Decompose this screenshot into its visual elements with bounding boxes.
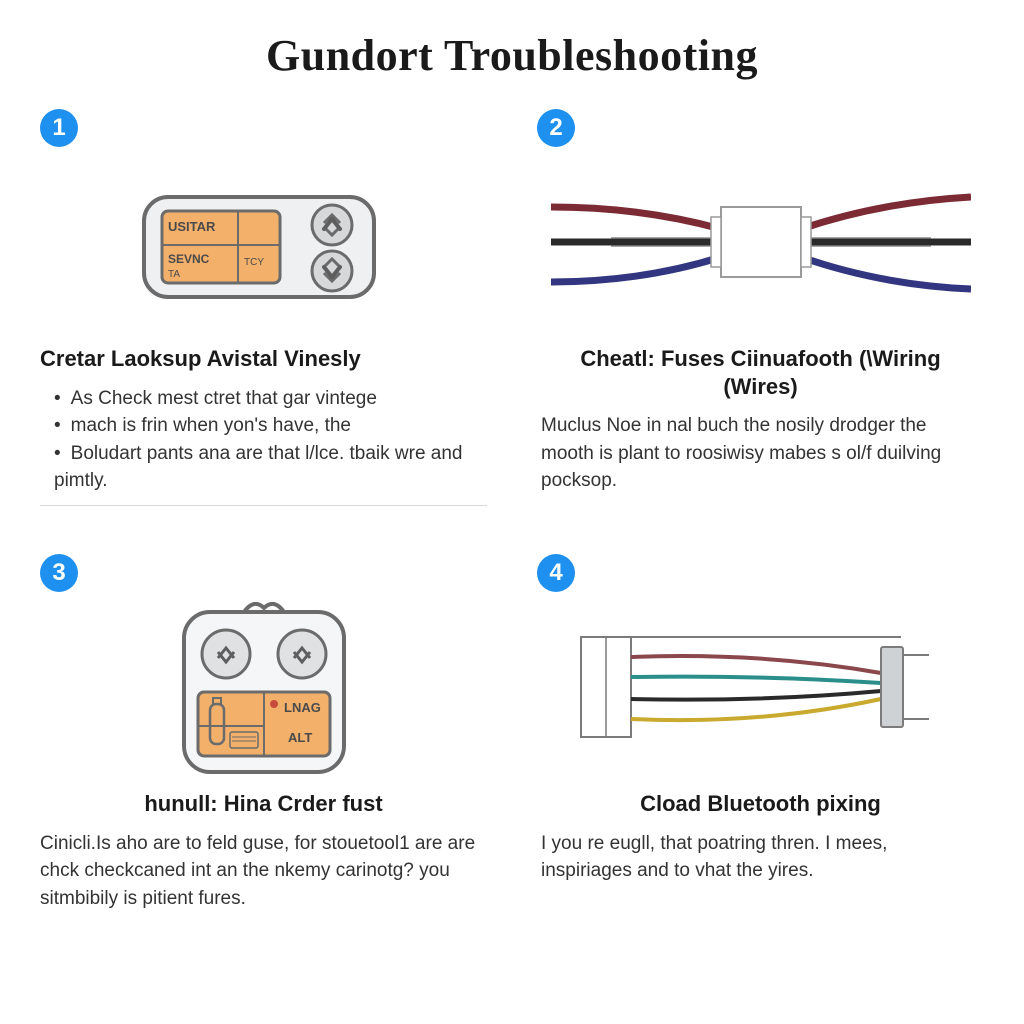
step-2-body: Muclus Noe in nal buch the nosily drodge… bbox=[537, 412, 984, 495]
step-badge-1: 1 bbox=[40, 109, 78, 147]
screen-label-1: USITAR bbox=[168, 219, 216, 234]
page-title: Gundort Troubleshooting bbox=[40, 30, 984, 81]
step-3-body: Cinicli.Is aho are to feld guse, for sto… bbox=[40, 830, 487, 913]
step-badge-3: 3 bbox=[40, 554, 78, 592]
step-1: 1 USITAR SEVNC TCY TA bbox=[40, 109, 487, 524]
step-1-body: As Check mest ctret that gar vintege mac… bbox=[40, 385, 487, 495]
steps-grid: 1 USITAR SEVNC TCY TA bbox=[40, 109, 984, 969]
screen-label-3: TA bbox=[168, 269, 180, 280]
list-item: Boludart pants ana are that l/lce. tbaik… bbox=[54, 440, 487, 495]
device-display-icon: USITAR SEVNC TCY TA bbox=[134, 167, 394, 317]
step-4: 4 Cload Bluetooth pixing bbox=[537, 554, 984, 969]
step-4-body: I you re eugll, that poatring thren. I m… bbox=[537, 830, 984, 885]
step-badge-4: 4 bbox=[537, 554, 575, 592]
step-3-illustration: LNAG ALT bbox=[40, 602, 487, 772]
device-panel-icon: LNAG ALT bbox=[164, 592, 364, 782]
list-item: mach is frin when yon's have, the bbox=[54, 412, 487, 440]
step-badge-2: 2 bbox=[537, 109, 575, 147]
divider bbox=[40, 505, 487, 506]
step-4-heading: Cload Bluetooth pixing bbox=[537, 790, 984, 818]
step-2: 2 Cheatl: Fuses Cii bbox=[537, 109, 984, 524]
screen-label-2: SEVNC bbox=[168, 252, 210, 266]
step-1-heading: Cretar Laoksup Avistal Vinesly bbox=[40, 345, 487, 373]
step-3-heading: hunull: Hina Crder fust bbox=[40, 790, 487, 818]
wires-connector-icon bbox=[551, 167, 971, 317]
step-4-illustration bbox=[537, 602, 984, 772]
step-3: 3 bbox=[40, 554, 487, 969]
step-2-heading: Cheatl: Fuses Ciinuafooth (\Wiring (Wire… bbox=[537, 345, 984, 400]
screen-label-alt: ALT bbox=[288, 730, 312, 745]
step-1-illustration: USITAR SEVNC TCY TA bbox=[40, 157, 487, 327]
list-item: As Check mest ctret that gar vintege bbox=[54, 385, 487, 413]
step-2-illustration bbox=[537, 157, 984, 327]
screen-label-lna: LNAG bbox=[284, 700, 321, 715]
wire-fan-icon bbox=[561, 607, 961, 767]
screen-label-2b: TCY bbox=[244, 257, 264, 268]
